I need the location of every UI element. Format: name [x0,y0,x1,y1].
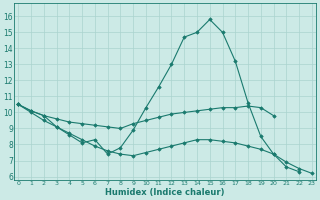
X-axis label: Humidex (Indice chaleur): Humidex (Indice chaleur) [105,188,225,197]
